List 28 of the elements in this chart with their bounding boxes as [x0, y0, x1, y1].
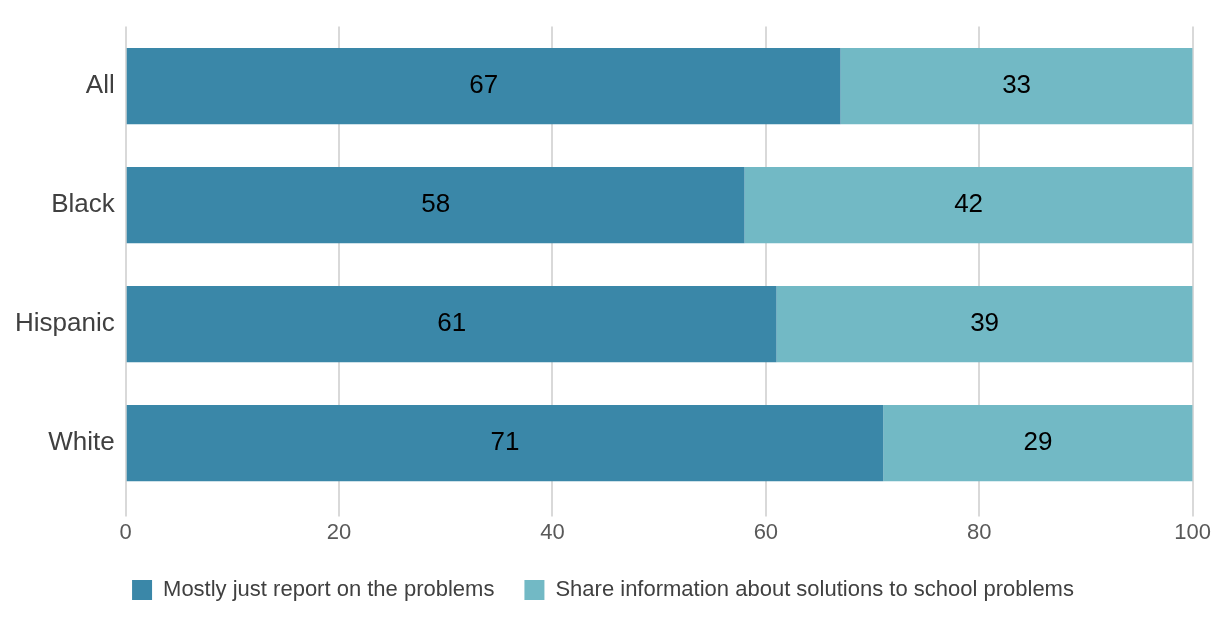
x-tick-label: 0 — [119, 518, 132, 544]
x-tick-label: 20 — [326, 518, 352, 544]
legend-label: Share information about solutions to school problems — [555, 576, 1074, 602]
bar — [126, 167, 745, 244]
data-label: 58 — [421, 188, 451, 219]
data-label: 39 — [970, 307, 1000, 338]
data-label: 29 — [1023, 426, 1053, 457]
data-label: 33 — [1002, 69, 1032, 100]
bar — [126, 286, 777, 363]
y-tick-label: Hispanic — [14, 307, 115, 338]
legend-label: Mostly just report on the problems — [163, 576, 495, 602]
bar — [744, 167, 1193, 244]
data-label: 67 — [469, 69, 499, 100]
bar — [883, 405, 1193, 482]
y-tick-label: White — [48, 426, 115, 457]
y-tick-label: Black — [51, 188, 116, 219]
bar — [126, 48, 841, 125]
data-label: 42 — [954, 188, 984, 219]
x-tick-label: 100 — [1174, 518, 1212, 544]
data-label: 61 — [437, 307, 467, 338]
x-tick-label: 60 — [753, 518, 779, 544]
y-tick-label: All — [85, 69, 115, 100]
bar — [840, 48, 1193, 125]
data-label: 71 — [490, 426, 520, 457]
bar — [126, 405, 884, 482]
x-tick-label: 40 — [540, 518, 565, 544]
x-tick-label: 80 — [967, 518, 992, 544]
bar — [776, 286, 1193, 363]
